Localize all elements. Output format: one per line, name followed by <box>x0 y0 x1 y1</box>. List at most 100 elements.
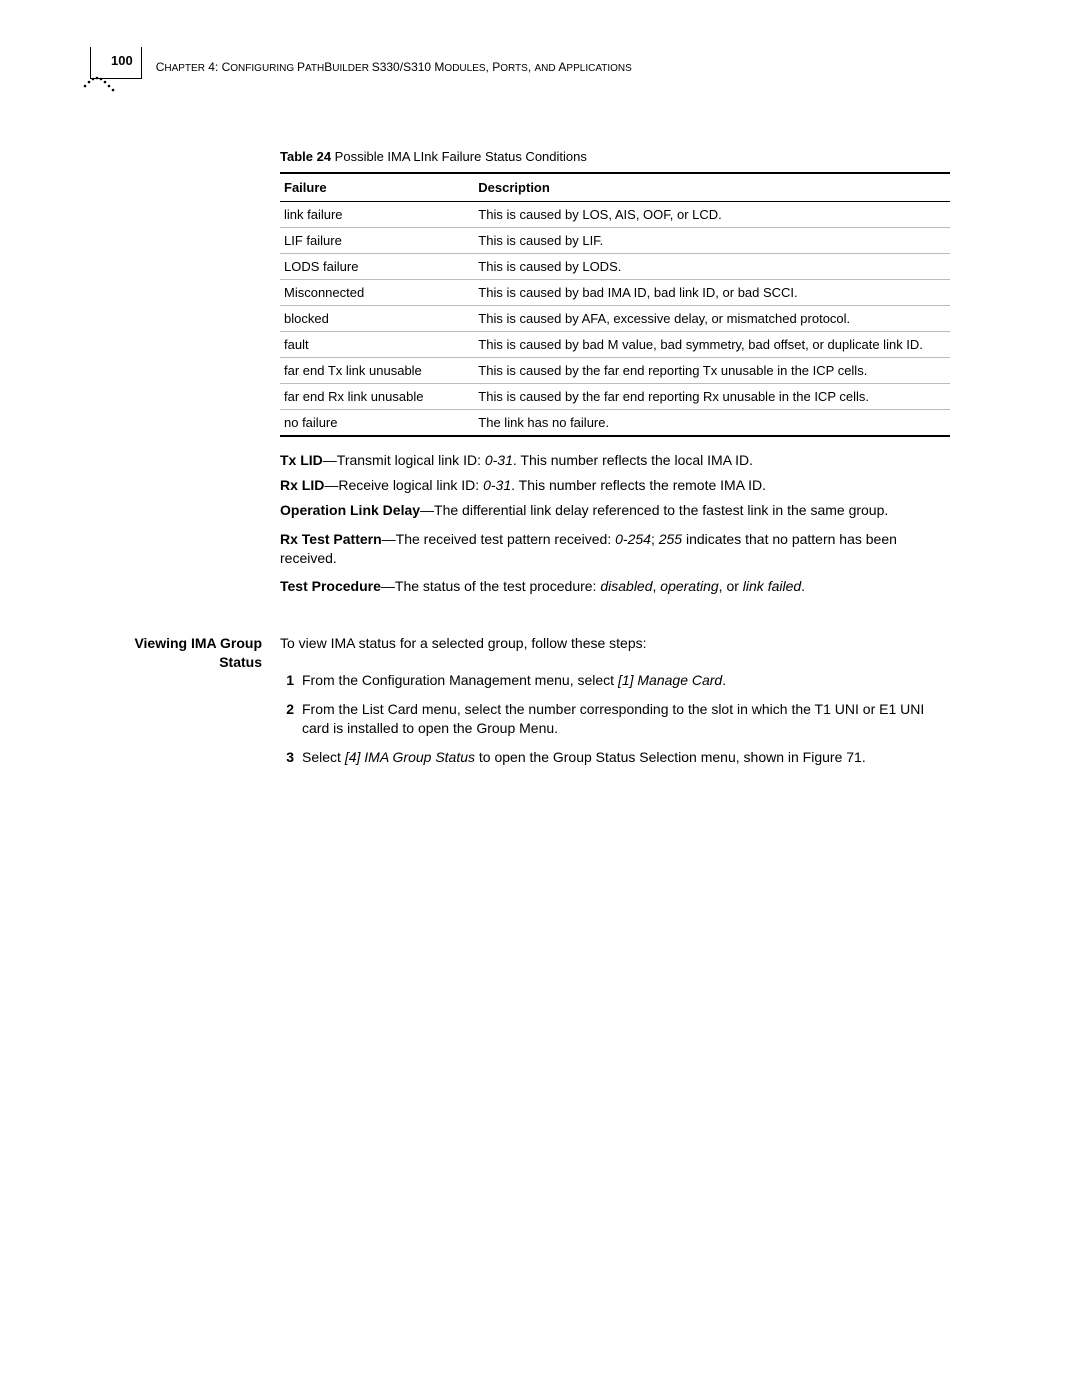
t6: ATH <box>305 63 324 74</box>
cell-description: This is caused by the far end reporting … <box>474 384 950 410</box>
step-number: 1 <box>280 671 302 690</box>
t12: ORTS <box>500 63 528 74</box>
cell-description: The link has no failure. <box>474 410 950 437</box>
table-row: LODS failureThis is caused by LODS. <box>280 254 950 280</box>
step-number: 3 <box>280 748 302 767</box>
para-opdelay: Operation Link Delay—The differential li… <box>280 501 950 520</box>
para-rxlid: Rx LID—Receive logical link ID: 0-31. Th… <box>280 476 950 495</box>
side-heading: Viewing IMA Group Status <box>90 634 280 776</box>
para-testproc: Test Procedure—The status of the test pr… <box>280 577 950 596</box>
page-header: 100 CHAPTER 4: CONFIGURING PATHBUILDER S… <box>90 55 950 79</box>
table-row: faultThis is caused by bad M value, bad … <box>280 332 950 358</box>
table-row: LIF failureThis is caused by LIF. <box>280 228 950 254</box>
t8: UILDER <box>332 63 371 74</box>
cell-description: This is caused by the far end reporting … <box>474 358 950 384</box>
val: 0-254 <box>615 531 651 547</box>
page-number: 100 <box>111 53 133 68</box>
txt: to open the Group Status Selection menu,… <box>475 749 866 765</box>
t16: PPLICATIONS <box>566 63 631 74</box>
para-txlid: Tx LID—Transmit logical link ID: 0-31. T… <box>280 451 950 470</box>
txt: —Receive logical link ID: <box>324 477 483 493</box>
menu-ref: [4] IMA Group Status <box>345 749 475 765</box>
cell-failure: far end Tx link unusable <box>280 358 474 384</box>
cell-description: This is caused by AFA, excessive delay, … <box>474 306 950 332</box>
cell-description: This is caused by bad IMA ID, bad link I… <box>474 280 950 306</box>
txt: —The differential link delay referenced … <box>420 502 888 518</box>
cell-failure: link failure <box>280 202 474 228</box>
t2: HAPTER <box>164 63 205 74</box>
cell-failure: Misconnected <box>280 280 474 306</box>
t14: AND <box>535 63 559 74</box>
list-item: 2 From the List Card menu, select the nu… <box>280 700 950 738</box>
txt: —Transmit logical link ID: <box>323 452 485 468</box>
cell-failure: LODS failure <box>280 254 474 280</box>
col-header-description: Description <box>474 173 950 202</box>
cell-description: This is caused by LOS, AIS, OOF, or LCD. <box>474 202 950 228</box>
label: Test Procedure <box>280 578 381 594</box>
menu-ref: [1] Manage Card <box>618 672 722 688</box>
cell-failure: blocked <box>280 306 474 332</box>
failure-table: Failure Description link failureThis is … <box>280 172 950 437</box>
table-row: far end Rx link unusableThis is caused b… <box>280 384 950 410</box>
txt: ; <box>651 531 659 547</box>
dots-icon <box>82 74 118 97</box>
chapter-title: CHAPTER 4: CONFIGURING PATHBUILDER S330/… <box>156 60 632 74</box>
t3: 4: C <box>205 60 230 74</box>
list-item: 1 From the Configuration Management menu… <box>280 671 950 690</box>
page: 100 CHAPTER 4: CONFIGURING PATHBUILDER S… <box>0 0 1080 777</box>
t11: , P <box>486 60 501 74</box>
list-item: 3 Select [4] IMA Group Status to open th… <box>280 748 950 767</box>
txt: From the Configuration Management menu, … <box>302 672 618 688</box>
val: 0-31 <box>483 477 511 493</box>
step-text: From the Configuration Management menu, … <box>302 671 950 690</box>
section-intro: To view IMA status for a selected group,… <box>280 634 950 653</box>
cell-failure: LIF failure <box>280 228 474 254</box>
table-row: blockedThis is caused by AFA, excessive … <box>280 306 950 332</box>
side-heading-l2: Status <box>90 653 262 671</box>
val: operating <box>660 578 718 594</box>
table-row: link failureThis is caused by LOS, AIS, … <box>280 202 950 228</box>
txt: , or <box>719 578 743 594</box>
side-heading-l1: Viewing IMA Group <box>90 634 262 652</box>
val: link failed <box>743 578 801 594</box>
cell-description: This is caused by LODS. <box>474 254 950 280</box>
content-area: Table 24 Possible IMA LInk Failure Statu… <box>280 149 950 596</box>
table-row: MisconnectedThis is caused by bad IMA ID… <box>280 280 950 306</box>
section-viewing-ima-group: Viewing IMA Group Status To view IMA sta… <box>90 634 950 776</box>
step-text: Select [4] IMA Group Status to open the … <box>302 748 950 767</box>
cell-failure: no failure <box>280 410 474 437</box>
t13: , <box>528 60 535 74</box>
val: 0-31 <box>485 452 513 468</box>
table-caption-rest: Possible IMA LInk Failure Status Conditi… <box>331 149 587 164</box>
cell-description: This is caused by LIF. <box>474 228 950 254</box>
label: Rx Test Pattern <box>280 531 382 547</box>
t10: ODULES <box>444 63 485 74</box>
txt: Select <box>302 749 345 765</box>
step-number: 2 <box>280 700 302 738</box>
txt: . <box>801 578 805 594</box>
t4: ONFIGURING <box>230 63 297 74</box>
val: disabled <box>600 578 652 594</box>
numbered-list: 1 From the Configuration Management menu… <box>280 671 950 767</box>
val: 255 <box>659 531 682 547</box>
cell-description: This is caused by bad M value, bad symme… <box>474 332 950 358</box>
cell-failure: far end Rx link unusable <box>280 384 474 410</box>
txt: —The received test pattern received: <box>382 531 615 547</box>
t5: P <box>297 60 305 74</box>
txt: . <box>722 672 726 688</box>
txt: . This number reflects the local IMA ID. <box>513 452 753 468</box>
table-caption-bold: Table 24 <box>280 149 331 164</box>
para-rxtest: Rx Test Pattern—The received test patter… <box>280 530 950 568</box>
label: Tx LID <box>280 452 323 468</box>
txt: —The status of the test procedure: <box>381 578 600 594</box>
txt: . This number reflects the remote IMA ID… <box>511 477 766 493</box>
table-row: no failureThe link has no failure. <box>280 410 950 437</box>
table-row: far end Tx link unusableThis is caused b… <box>280 358 950 384</box>
section-body: To view IMA status for a selected group,… <box>280 634 950 776</box>
table-header-row: Failure Description <box>280 173 950 202</box>
label: Rx LID <box>280 477 324 493</box>
label: Operation Link Delay <box>280 502 420 518</box>
col-header-failure: Failure <box>280 173 474 202</box>
cell-failure: fault <box>280 332 474 358</box>
step-text: From the List Card menu, select the numb… <box>302 700 950 738</box>
